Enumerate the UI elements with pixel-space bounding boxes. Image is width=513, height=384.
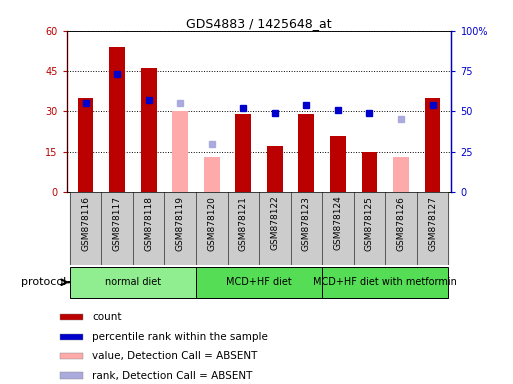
Bar: [290, 192, 322, 265]
Title: GDS4883 / 1425648_at: GDS4883 / 1425648_at: [186, 17, 332, 30]
Text: percentile rank within the sample: percentile rank within the sample: [92, 332, 268, 342]
Bar: [330, 136, 346, 192]
Text: GSM878127: GSM878127: [428, 196, 437, 250]
Bar: [385, 192, 417, 265]
Bar: [322, 192, 353, 265]
Text: GSM878116: GSM878116: [81, 196, 90, 251]
Text: GSM878125: GSM878125: [365, 196, 374, 250]
Bar: [61, 372, 83, 379]
Text: GSM878124: GSM878124: [333, 196, 342, 250]
Bar: [425, 98, 440, 192]
Bar: [196, 192, 228, 265]
Bar: [133, 192, 165, 265]
Text: GSM878118: GSM878118: [144, 196, 153, 251]
Bar: [322, 267, 448, 298]
Bar: [61, 353, 83, 359]
Bar: [70, 267, 196, 298]
Text: normal diet: normal diet: [105, 277, 161, 287]
Text: protocol: protocol: [21, 277, 66, 287]
Bar: [204, 157, 220, 192]
Text: MCD+HF diet with metformin: MCD+HF diet with metformin: [313, 277, 457, 287]
Text: GSM878122: GSM878122: [270, 196, 280, 250]
Text: GSM878119: GSM878119: [176, 196, 185, 251]
Bar: [172, 111, 188, 192]
Bar: [393, 157, 409, 192]
Bar: [165, 192, 196, 265]
Bar: [353, 192, 385, 265]
Bar: [61, 314, 83, 320]
Text: GSM878117: GSM878117: [113, 196, 122, 251]
Text: GSM878121: GSM878121: [239, 196, 248, 250]
Bar: [61, 334, 83, 340]
Bar: [235, 114, 251, 192]
Bar: [417, 192, 448, 265]
Bar: [196, 267, 322, 298]
Text: rank, Detection Call = ABSENT: rank, Detection Call = ABSENT: [92, 371, 252, 381]
Text: value, Detection Call = ABSENT: value, Detection Call = ABSENT: [92, 351, 258, 361]
Bar: [299, 114, 314, 192]
Text: GSM878123: GSM878123: [302, 196, 311, 250]
Bar: [70, 192, 102, 265]
Bar: [362, 152, 378, 192]
Bar: [141, 68, 156, 192]
Bar: [267, 146, 283, 192]
Text: GSM878120: GSM878120: [207, 196, 216, 250]
Bar: [228, 192, 259, 265]
Text: MCD+HF diet: MCD+HF diet: [226, 277, 292, 287]
Bar: [109, 47, 125, 192]
Bar: [102, 192, 133, 265]
Text: count: count: [92, 312, 122, 322]
Bar: [78, 98, 93, 192]
Text: GSM878126: GSM878126: [397, 196, 405, 250]
Bar: [259, 192, 290, 265]
